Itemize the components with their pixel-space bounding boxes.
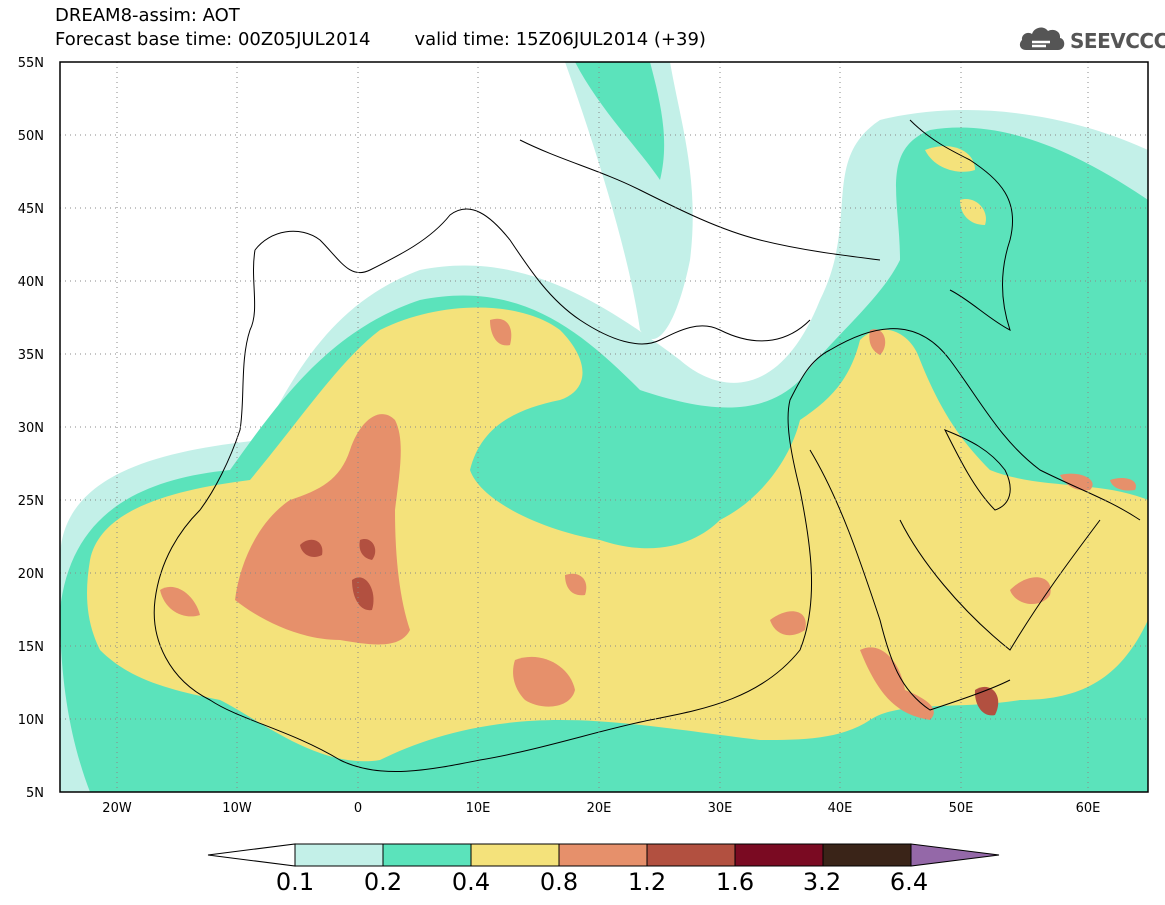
lon-tick-label: 40E — [828, 801, 853, 816]
colorbar-swatch — [294, 843, 384, 867]
colorbar-label: 3.2 — [802, 868, 842, 896]
colorbar-arrow-low — [207, 843, 296, 867]
base-time-text: Forecast base time: 00Z05JUL2014 — [55, 29, 371, 50]
colorbar — [207, 843, 1000, 867]
lat-axis: 55N 50N 45N 40N 35N 30N 25N 20N 15N 10N … — [18, 56, 44, 801]
lat-tick-label: 15N — [18, 640, 44, 655]
colorbar-label: 0.8 — [539, 868, 579, 896]
lon-tick-label: 20E — [587, 801, 612, 816]
lon-tick-label: 30E — [708, 801, 733, 816]
colorbar-swatch — [470, 843, 560, 867]
lat-tick-label: 25N — [18, 494, 44, 509]
coastlines — [153, 119, 1141, 772]
lat-tick-label: 45N — [18, 202, 44, 217]
lat-tick-label: 30N — [18, 421, 44, 436]
lat-tick-label: 40N — [18, 275, 44, 290]
valid-time-text: valid time: 15Z06JUL2014 (+39) — [414, 29, 706, 50]
lon-tick-label: 20W — [102, 801, 132, 816]
lon-axis: 20W 10W 0 10E 20E 30E 40E 50E 60E — [102, 801, 1100, 816]
lat-tick-label: 55N — [18, 56, 44, 71]
lat-tick-label: 20N — [18, 567, 44, 582]
colorbar-label: 0.4 — [451, 868, 491, 896]
lon-tick-label: 10E — [466, 801, 491, 816]
colorbar-label: 0.1 — [275, 868, 315, 896]
cloud-icon — [1019, 27, 1065, 50]
lon-tick-label: 0 — [354, 801, 362, 816]
seevccc-logo: SEEVCCC — [1018, 22, 1165, 56]
lat-tick-label: 10N — [18, 713, 44, 728]
graticule — [60, 62, 1148, 792]
colorbar-swatch — [558, 843, 648, 867]
colorbar-swatch — [734, 843, 824, 867]
lat-tick-label: 5N — [26, 786, 44, 801]
map-frame — [59, 61, 1149, 793]
lon-tick-label: 50E — [949, 801, 974, 816]
lon-tick-label: 10W — [222, 801, 252, 816]
aot-field — [60, 62, 1148, 792]
logo-text: SEEVCCC — [1070, 29, 1165, 53]
colorbar-label: 0.2 — [363, 868, 403, 896]
colorbar-arrow-high — [910, 843, 1000, 867]
colorbar-label: 1.6 — [715, 868, 755, 896]
aot-band-0.4 — [87, 307, 1148, 762]
map-subtitle: Forecast base time: 00Z05JUL2014 valid ti… — [55, 30, 706, 50]
colorbar-swatch — [646, 843, 736, 867]
lat-tick-label: 35N — [18, 348, 44, 363]
aot-band-1.2 — [300, 539, 323, 557]
colorbar-swatch — [822, 843, 912, 867]
lat-tick-label: 50N — [18, 129, 44, 144]
colorbar-label: 1.2 — [627, 868, 667, 896]
map-title: DREAM8-assim: AOT — [55, 5, 240, 26]
colorbar-swatch — [382, 843, 472, 867]
colorbar-label: 6.4 — [889, 868, 929, 896]
lon-tick-label: 60E — [1076, 801, 1101, 816]
